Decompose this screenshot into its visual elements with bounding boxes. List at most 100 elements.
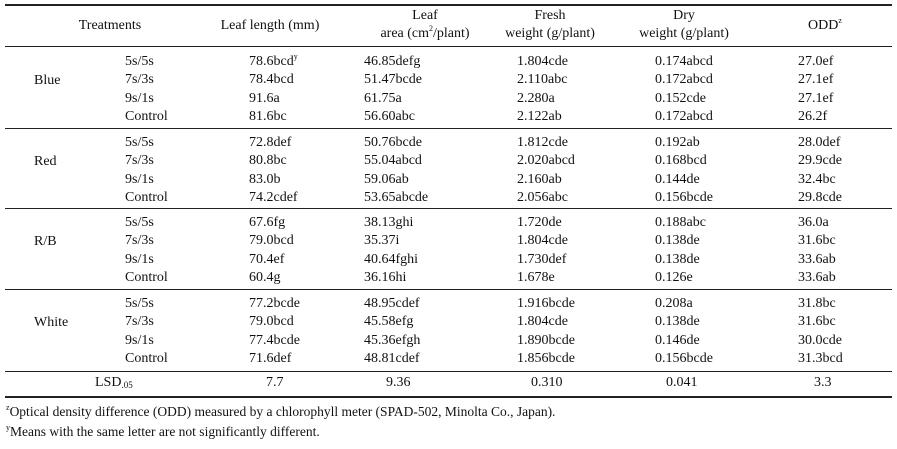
cell-treatment: 9s/1s [125,171,154,187]
lsd-top-rule [5,371,892,372]
group-label: Red [34,154,57,170]
cell-treatment: 5s/5s [125,135,154,150]
header-leaf-area: Leaf area (cm2/plant) [355,7,495,43]
cell-leaf-length: 79.0bcd [249,314,294,330]
table-top-rule [5,4,892,6]
cell-dry-weight: 0.156bcde [655,350,713,366]
cell-leaf-area: 45.36efgh [364,332,421,348]
footnote-z: zOptical density difference (ODD) measur… [6,403,556,420]
cell-leaf-area: 55.04abcd [364,153,422,169]
cell-fresh-weight: 1.812cde [517,135,568,150]
cell-fresh-weight: 1.678e [517,269,555,285]
cell-dry-weight: 0.174abcd [655,54,713,69]
cell-treatment: 5s/5s [125,296,154,311]
cell-dry-weight: 0.138de [655,233,700,249]
cell-dry-weight: 0.138de [655,251,700,267]
cell-leaf-length: 83.0b [249,171,281,187]
cell-dry-weight: 0.152cde [655,90,706,106]
cell-odd: 27.1ef [798,90,834,106]
cell-odd: 27.0ef [798,54,834,69]
cell-odd: 31.6bc [798,314,836,330]
cell-dry-weight: 0.156bcde [655,189,713,205]
cell-dry-weight: 0.168bcd [655,153,707,169]
cell-treatment: 9s/1s [125,90,154,106]
cell-leaf-area: 35.37i [364,233,400,249]
header-dry-line2: weight (g/plant) [639,26,729,41]
cell-leaf-length: 67.6fg [249,215,286,230]
cell-odd: 30.0cde [798,332,842,348]
cell-dry-weight: 0.188abc [655,215,706,230]
cell-fresh-weight: 2.110abc [517,72,568,88]
cell-fresh-weight: 2.056abc [517,189,568,205]
cell-treatment: 9s/1s [125,251,154,267]
cell-odd: 28.0def [798,135,841,150]
cell-treatment: 7s/3s [125,72,154,88]
header-treatments: Treatments [78,18,142,33]
cell-odd: 33.6ab [798,269,836,285]
cell-leaf-length: 78.6bcdy [249,52,298,70]
cell-leaf-length: 80.8bc [249,153,287,169]
cell-treatment: Control [125,269,168,285]
cell-treatment: 7s/3s [125,153,154,169]
header-fresh-weight: Fresh weight (g/plant) [490,7,610,43]
cell-fresh-weight: 1.856bcde [517,350,575,366]
lsd-leaf-length: 7.7 [266,375,284,390]
group-divider-rb-white [5,289,892,290]
cell-leaf-length: 79.0bcd [249,233,294,249]
cell-leaf-length: 81.6bc [249,108,287,124]
cell-odd: 31.6bc [798,233,836,249]
header-fresh-line1: Fresh [534,8,566,23]
cell-odd: 36.0a [798,215,829,230]
cell-odd: 33.6ab [798,251,836,267]
lsd-leaf-area: 9.36 [386,375,411,390]
cell-fresh-weight: 1.804cde [517,314,568,330]
group-label: White [34,315,69,331]
cell-dry-weight: 0.172abcd [655,108,713,124]
cell-treatment: Control [125,189,168,205]
cell-leaf-length: 77.2bcde [249,296,300,311]
cell-leaf-area: 46.85defg [364,54,421,69]
cell-odd: 29.8cde [798,189,842,205]
cell-dry-weight: 0.144de [655,171,700,187]
header-fresh-line2: weight (g/plant) [505,26,595,41]
cell-leaf-area: 48.95cdef [364,296,420,311]
cell-odd: 27.1ef [798,72,834,88]
header-bottom-rule [5,46,892,47]
cell-fresh-weight: 2.020abcd [517,153,575,169]
cell-odd: 32.4bc [798,171,836,187]
cell-leaf-area: 51.47bcde [364,72,422,88]
cell-leaf-area: 48.81cdef [364,350,420,366]
cell-fresh-weight: 1.804cde [517,54,568,69]
cell-fresh-weight: 2.280a [517,90,555,106]
cell-leaf-length: 91.6a [249,90,280,106]
cell-dry-weight: 0.126e [655,269,693,285]
header-leaf-length: Leaf length (mm) [220,18,320,33]
group-divider-red-rb [5,208,892,209]
cell-treatment: 9s/1s [125,332,154,348]
lsd-odd: 3.3 [814,375,832,390]
cell-treatment: 5s/5s [125,54,154,69]
cell-leaf-area: 36.16hi [364,269,407,285]
header-dry-weight: Dry weight (g/plant) [624,7,744,43]
cell-treatment: Control [125,108,168,124]
cell-odd: 29.9cde [798,153,842,169]
cell-dry-weight: 0.208a [655,296,693,311]
cell-fresh-weight: 1.720de [517,215,562,230]
header-leaf-area-line1: Leaf [412,8,438,23]
group-label: Blue [34,73,61,89]
cell-fresh-weight: 2.122ab [517,108,562,124]
cell-leaf-length: 70.4ef [249,251,285,267]
cell-dry-weight: 0.192ab [655,135,700,150]
cell-leaf-length: 77.4bcde [249,332,300,348]
lsd-dry-weight: 0.041 [666,375,698,390]
cell-leaf-length: 78.4bcd [249,72,294,88]
footnote-y: yMeans with the same letter are not sign… [6,423,320,440]
cell-treatment: 7s/3s [125,233,154,249]
cell-odd: 31.3bcd [798,350,843,366]
cell-leaf-area: 56.60abc [364,108,415,124]
cell-leaf-area: 50.76bcde [364,135,422,150]
cell-dry-weight: 0.138de [655,314,700,330]
cell-fresh-weight: 2.160ab [517,171,562,187]
lsd-label: LSD.05 [95,375,133,390]
cell-fresh-weight: 1.916bcde [517,296,575,311]
